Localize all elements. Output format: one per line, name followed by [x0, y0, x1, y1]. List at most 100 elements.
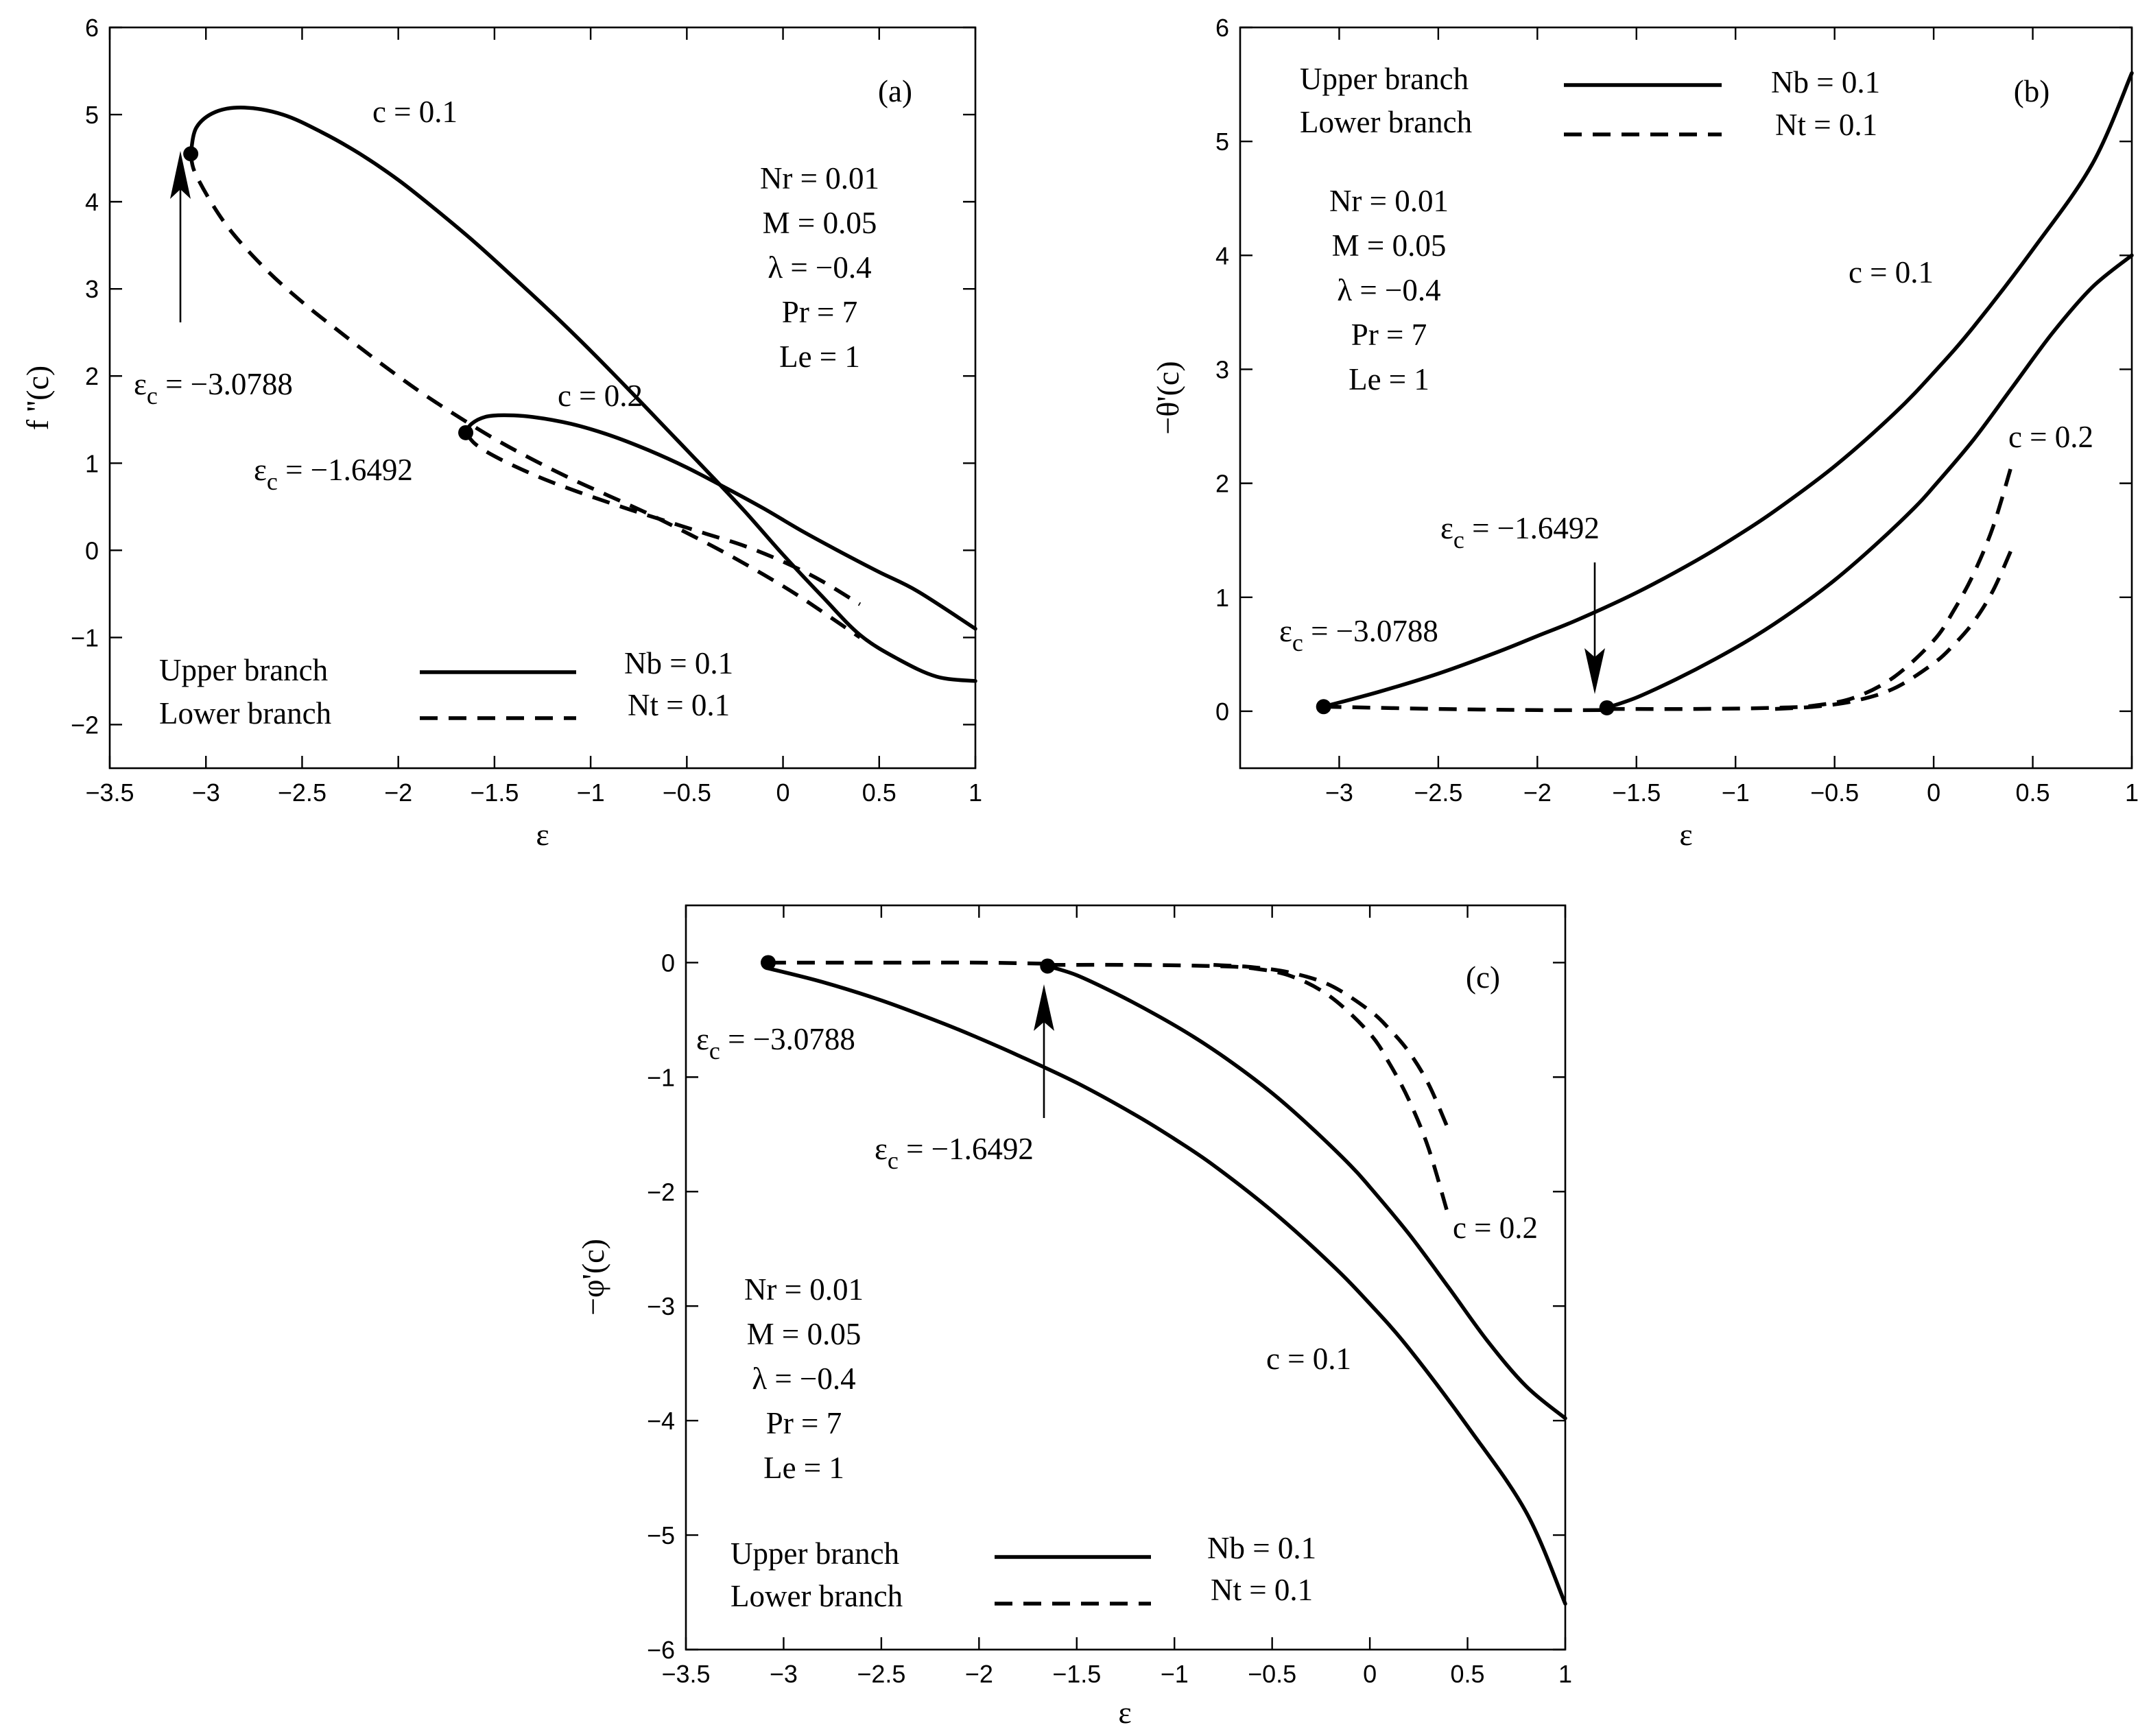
x-tick-label: −3.5 — [85, 778, 134, 807]
panel-b-ticks: −3 −2.5 −2 −1.5 −1 −0.5 0 0.5 1 0 1 2 3 4 5 6 — [1215, 14, 2138, 807]
critical-subscript: c — [1453, 526, 1464, 554]
critical-value: = −3.0788 — [720, 1022, 855, 1056]
y-tick-label: 0 — [1215, 698, 1229, 726]
panel-b-param-lambda: λ = −0.4 — [1337, 273, 1440, 307]
series-c-0-1-upper — [1321, 71, 2134, 709]
critical-value: = −3.0788 — [1303, 614, 1438, 648]
panel-c-critical-label-2: εc = −1.6492 — [875, 1132, 1034, 1174]
critical-point-2 — [1599, 700, 1615, 715]
panel-c-params: Nr = 0.01 M = 0.05 λ = −0.4 Pr = 7 Le = … — [744, 1272, 864, 1485]
panel-a-legend-lower-label: Lower branch — [159, 696, 331, 730]
panel-c-critical-label-1: εc = −3.0788 — [696, 1022, 855, 1065]
y-tick-label: 5 — [85, 101, 99, 129]
y-tick-label: 6 — [1215, 14, 1229, 42]
x-tick-label: −3 — [770, 1660, 798, 1688]
x-tick-label: −1.5 — [470, 778, 519, 807]
critical-point-1 — [1316, 699, 1331, 715]
series-c-0-2-lower — [464, 431, 862, 606]
panel-b-curve-label-c01: c = 0.1 — [1849, 255, 1934, 289]
panel-c-param-nr: Nr = 0.01 — [744, 1272, 864, 1307]
x-tick-label: 0.5 — [2016, 778, 2050, 807]
panel-a-y-label: f ''(c) — [20, 366, 55, 430]
panel-a-legend: Upper branch Lower branch Nb = 0.1 Nt = … — [159, 646, 733, 730]
panel-a-param-nr: Nr = 0.01 — [760, 161, 879, 195]
panel-b-x-label: ε — [1679, 817, 1692, 852]
series-c-0-1-lower — [189, 153, 862, 639]
y-tick-label: 4 — [1215, 241, 1229, 270]
y-tick-label: 6 — [85, 14, 99, 42]
panel-c-x-label: ε — [1118, 1695, 1131, 1730]
x-tick-label: −2 — [1523, 778, 1552, 807]
critical-subscript: c — [1292, 629, 1303, 656]
panel-c-legend-upper-label: Upper branch — [731, 1536, 899, 1571]
critical-symbol: ε — [1279, 614, 1292, 648]
critical-point-1 — [760, 955, 776, 971]
panel-b-critical-text-1: εc = −3.0788 — [1279, 614, 1438, 656]
critical-value: = −1.6492 — [1464, 511, 1600, 545]
y-tick-label: 5 — [1215, 128, 1229, 156]
y-tick-label: 1 — [1215, 584, 1229, 612]
panel-a-critical-label-2: εc = −1.6492 — [254, 453, 413, 495]
panel-b-param-le: Le = 1 — [1349, 362, 1429, 396]
critical-value: = −3.0788 — [158, 367, 293, 401]
panel-c-marks — [760, 955, 1567, 1606]
panel-c-ticks: −3.5 −3 −2.5 −2 −1.5 −1 −0.5 0 0.5 1 −6 −5 −4 −3 −2 −1 0 — [647, 905, 1572, 1688]
panel-b-marks — [1316, 71, 2134, 715]
y-tick-label: −1 — [71, 623, 99, 652]
panel-c-legend-nb: Nb = 0.1 — [1207, 1531, 1316, 1565]
panel-c-arrow-head — [1034, 984, 1054, 1031]
panel-c: −3.5 −3 −2.5 −2 −1.5 −1 −0.5 0 0.5 1 −6 −5 −4 −3 −2 −1 0… — [575, 904, 1572, 1730]
y-tick-label: −6 — [647, 1636, 675, 1664]
panel-b-arrow — [1584, 562, 1605, 694]
x-tick-label: 1 — [969, 778, 982, 807]
y-tick-label: 1 — [85, 449, 99, 477]
y-tick-label: 0 — [85, 536, 99, 564]
y-tick-label: 2 — [1215, 470, 1229, 498]
panel-c-curve-label-c01: c = 0.1 — [1266, 1342, 1351, 1376]
y-tick-label: −2 — [647, 1178, 675, 1206]
critical-point-2 — [458, 425, 474, 440]
panel-a: −3.5 −3 −2.5 −2 −1.5 −1 −0.5 0 0.5 1 −2 −1 0 1 2 3 4 5 6 ε… — [20, 14, 982, 852]
panel-a-params: Nr = 0.01 M = 0.05 λ = −0.4 Pr = 7 Le = … — [760, 161, 879, 374]
panel-c-critical-text-1: εc = −3.0788 — [696, 1022, 855, 1065]
panel-c-id: (c) — [1466, 960, 1500, 995]
critical-subscript: c — [267, 468, 278, 495]
series-c-0-2-upper — [464, 413, 977, 631]
x-tick-label: 1 — [1558, 1660, 1572, 1688]
panel-a-arrow-head — [170, 151, 191, 199]
critical-subscript: c — [147, 382, 158, 409]
x-tick-label: 0 — [1927, 778, 1940, 807]
y-tick-label: 3 — [1215, 355, 1229, 383]
x-tick-label: −2 — [965, 1660, 993, 1688]
panel-a-critical-text-1: εc = −3.0788 — [134, 367, 293, 409]
x-tick-label: 1 — [2125, 778, 2138, 807]
x-tick-label: −1.5 — [1052, 1660, 1101, 1688]
series-c-0-2-upper — [1045, 964, 1567, 1420]
panel-a-param-lambda: λ = −0.4 — [768, 250, 871, 285]
panel-b-legend-nt: Nt = 0.1 — [1775, 108, 1877, 142]
panel-a-curve-label-c02: c = 0.2 — [558, 379, 643, 413]
panel-a-arrow — [170, 151, 191, 322]
panel-a-param-le: Le = 1 — [779, 340, 860, 374]
critical-symbol: ε — [254, 453, 267, 487]
panel-a-param-pr: Pr = 7 — [782, 295, 857, 329]
x-tick-label: −0.5 — [1810, 778, 1859, 807]
y-tick-label: −5 — [647, 1521, 675, 1549]
panel-b-arrow-head — [1584, 648, 1605, 694]
y-tick-label: 3 — [85, 275, 99, 303]
panel-b-curve-label-c02: c = 0.2 — [2008, 420, 2093, 454]
panel-c-param-m: M = 0.05 — [747, 1317, 862, 1351]
x-tick-label: −3 — [1325, 778, 1353, 807]
panel-c-y-label: −φ'(c) — [575, 1239, 610, 1316]
panel-a-critical-text-2: εc = −1.6492 — [254, 453, 413, 495]
panel-c-legend-nt: Nt = 0.1 — [1211, 1573, 1313, 1607]
series-c-0-1-upper — [766, 966, 1567, 1606]
y-tick-label: 4 — [85, 188, 99, 216]
series-c-0-1-upper — [189, 106, 977, 683]
series-c-0-2-lower-b- — [1213, 963, 1450, 1130]
critical-symbol: ε — [134, 367, 147, 401]
y-tick-label: −2 — [71, 711, 99, 739]
series-c-0-1-lower — [1323, 704, 1607, 713]
panel-c-axes-frame — [685, 904, 1567, 1651]
y-tick-label: −1 — [647, 1063, 675, 1091]
